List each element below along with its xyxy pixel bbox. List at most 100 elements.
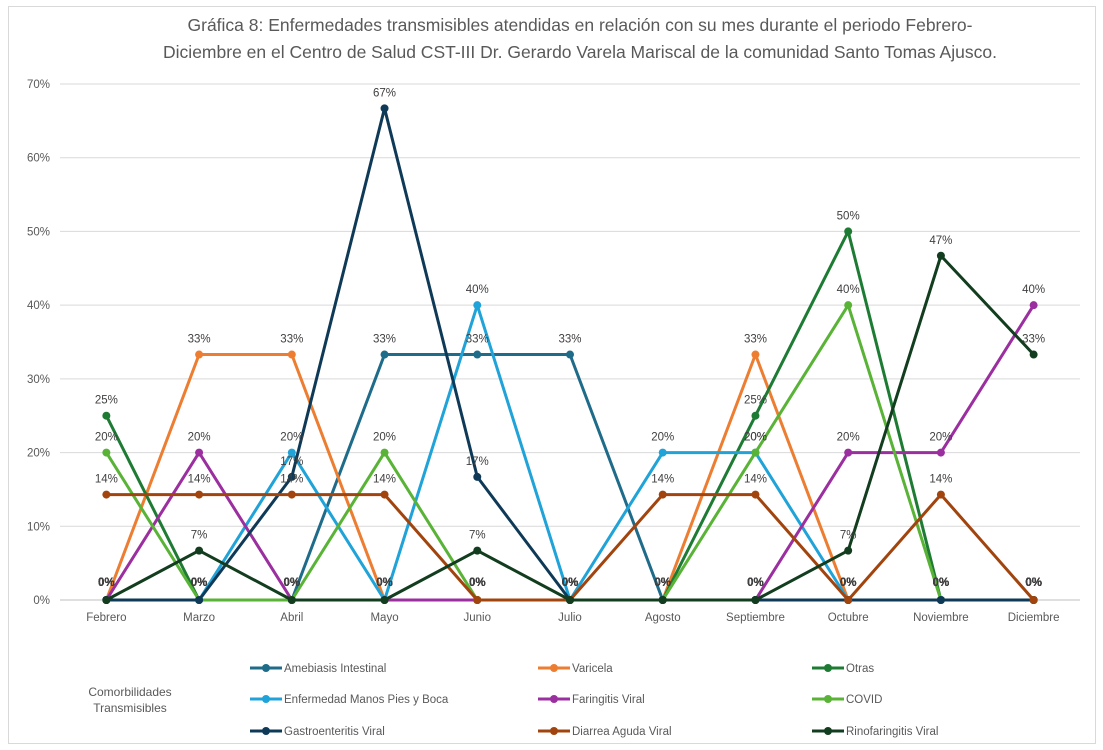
- data-point: [473, 546, 482, 555]
- data-point: [1029, 596, 1038, 604]
- legend-entry-label: Faringitis Viral: [572, 694, 645, 706]
- data-point: [1029, 301, 1038, 310]
- legend-entry-label: Varicela: [572, 663, 613, 675]
- data-label: 0%: [284, 577, 301, 589]
- legend-caption-line-1: Comorbilidades: [88, 685, 172, 699]
- data-label: 33%: [280, 334, 303, 346]
- x-tick-label: Agosto: [645, 612, 681, 624]
- data-label: 20%: [280, 432, 303, 444]
- data-label: 20%: [373, 432, 396, 444]
- data-label: 14%: [651, 474, 674, 486]
- data-label: 0%: [933, 577, 950, 589]
- legend-caption: Comorbilidades Transmisibles: [60, 684, 200, 716]
- data-label: 0%: [469, 577, 486, 589]
- data-label: 0%: [1025, 577, 1042, 589]
- data-label: 33%: [373, 334, 396, 346]
- data-label: 14%: [929, 474, 952, 486]
- legend-marker: [550, 695, 558, 703]
- data-label: 0%: [840, 577, 857, 589]
- data-point: [195, 490, 204, 499]
- data-label: 0%: [562, 577, 579, 589]
- data-point: [287, 596, 296, 604]
- data-label: 0%: [747, 577, 764, 589]
- data-label: 33%: [744, 334, 767, 346]
- data-label: 17%: [280, 456, 303, 468]
- data-label: 0%: [1025, 577, 1042, 589]
- data-label: 33%: [1022, 334, 1045, 346]
- data-point: [658, 448, 667, 457]
- data-point: [380, 104, 389, 113]
- data-point: [287, 490, 296, 499]
- chart-frame: [8, 6, 1096, 744]
- legend-marker: [824, 695, 832, 703]
- data-point: [473, 301, 482, 310]
- data-point: [751, 596, 760, 604]
- data-point: [473, 472, 482, 481]
- legend-marker: [262, 664, 270, 672]
- data-label: 0%: [654, 577, 671, 589]
- data-point: [380, 448, 389, 457]
- data-label: 20%: [929, 432, 952, 444]
- legend-marker: [824, 727, 832, 735]
- data-point: [751, 411, 760, 420]
- data-label: 0%: [284, 577, 301, 589]
- data-label: 0%: [376, 577, 393, 589]
- data-label: 20%: [188, 432, 211, 444]
- data-point: [566, 350, 574, 359]
- data-label: 67%: [373, 87, 396, 99]
- data-label: 33%: [466, 334, 489, 346]
- data-label: 20%: [837, 432, 860, 444]
- legend-entry-label: COVID: [846, 694, 882, 706]
- data-label: 0%: [1025, 577, 1042, 589]
- data-label: 0%: [654, 577, 671, 589]
- legend-marker: [550, 727, 558, 735]
- data-label: 40%: [466, 284, 489, 296]
- data-point: [936, 448, 945, 457]
- data-point: [102, 448, 111, 457]
- data-point: [287, 472, 296, 481]
- data-label: 0%: [98, 577, 115, 589]
- data-label: 25%: [95, 395, 118, 407]
- data-point: [936, 251, 945, 260]
- x-tick-label: Noviembre: [913, 612, 969, 624]
- data-label: 33%: [558, 334, 581, 346]
- legend-caption-line-2: Transmisibles: [93, 701, 167, 715]
- data-label: 20%: [651, 432, 674, 444]
- data-label: 14%: [188, 474, 211, 486]
- data-label: 0%: [191, 577, 208, 589]
- legend-entry-label: Rinofaringitis Viral: [846, 726, 938, 738]
- data-point: [195, 546, 204, 555]
- data-label: 0%: [376, 577, 393, 589]
- data-point: [102, 490, 111, 499]
- data-label: 0%: [562, 577, 579, 589]
- x-tick-label: Marzo: [183, 612, 215, 624]
- legend-entry-label: Amebiasis Intestinal: [284, 663, 386, 675]
- data-label: 40%: [837, 284, 860, 296]
- series-line: [104, 353, 1036, 602]
- data-label: 0%: [933, 577, 950, 589]
- data-label: 0%: [933, 577, 950, 589]
- data-label: 0%: [98, 577, 115, 589]
- y-tick-label: 30%: [27, 374, 50, 386]
- data-label: 14%: [280, 474, 303, 486]
- data-label: 0%: [98, 577, 115, 589]
- data-point: [380, 596, 389, 604]
- data-point: [844, 596, 853, 604]
- data-label: 0%: [654, 577, 671, 589]
- data-label: 7%: [191, 530, 208, 542]
- chart-title-line-1: Gráfica 8: Enfermedades transmisibles at…: [187, 15, 973, 35]
- data-label: 0%: [562, 577, 579, 589]
- data-label: 50%: [837, 210, 860, 222]
- data-label: 0%: [284, 577, 301, 589]
- y-tick-label: 40%: [27, 300, 50, 312]
- y-tick-label: 60%: [27, 153, 50, 165]
- data-label: 0%: [191, 577, 208, 589]
- data-label: 0%: [747, 577, 764, 589]
- legend-entry-label: Gastroenteritis Viral: [284, 726, 385, 738]
- data-point: [287, 448, 296, 457]
- data-label: 25%: [744, 395, 767, 407]
- data-point: [473, 350, 482, 359]
- data-label: 20%: [744, 432, 767, 444]
- data-point: [751, 490, 760, 499]
